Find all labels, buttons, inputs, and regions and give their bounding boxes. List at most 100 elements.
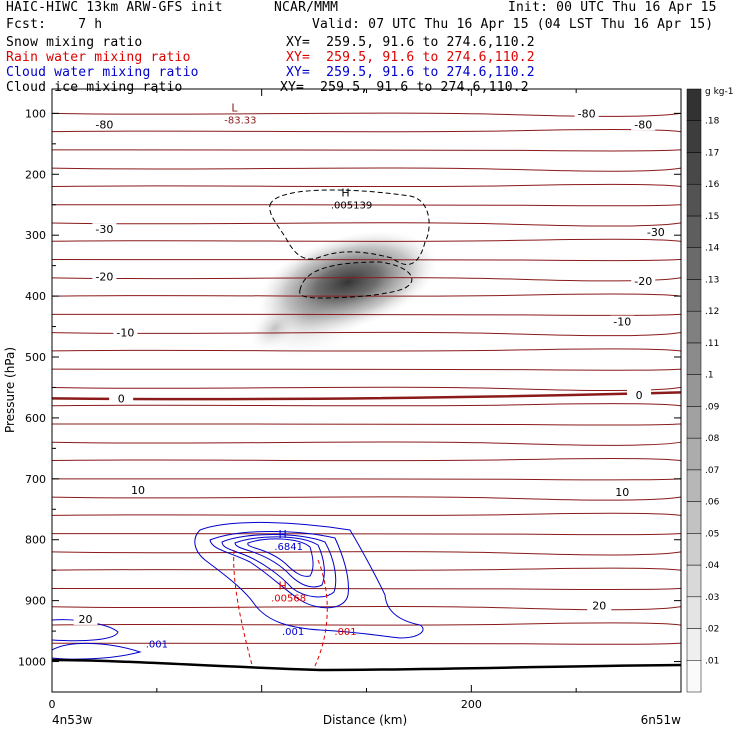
x-tick-label: 0 [49, 698, 56, 711]
extremum-marker: H [278, 528, 286, 541]
extremum-marker: L [231, 101, 238, 114]
colorbar-bin [686, 437, 702, 471]
colorbar-tick-label: .02 [705, 625, 719, 635]
isotherm [52, 348, 681, 352]
isotherm [52, 313, 681, 316]
isotherm [52, 258, 681, 262]
rain-contour-left [233, 549, 253, 666]
extremum-marker: H [341, 187, 349, 200]
isotherm-label-bg [109, 392, 134, 405]
colorbar-bin [686, 310, 702, 344]
colorbar-bin [686, 628, 702, 661]
isotherm [52, 403, 681, 407]
colorbar-tick-label: .08 [705, 434, 720, 444]
y-tick-label: 800 [25, 534, 46, 547]
isotherm-label: -30 [95, 223, 113, 236]
isotherm [52, 567, 681, 571]
colorbar-bin [686, 596, 702, 629]
valid-time: Valid: 07 UTC Thu 16 Apr 15 (04 LST Thu … [312, 17, 714, 32]
isotherm-label-bg [92, 270, 117, 283]
isotherm [52, 533, 681, 536]
colorbar-tick-label: .12 [705, 307, 719, 317]
isotherm-label: -30 [647, 226, 665, 239]
isotherm [52, 167, 681, 172]
colorbar-bin [686, 279, 702, 312]
legend-cloudice-label: Cloud ice mixing ratio [6, 80, 183, 95]
cloud-water-contour-5 [247, 538, 314, 577]
extremum-value: .005139 [331, 201, 372, 212]
contour-label: .001 [334, 627, 356, 638]
cloud-water-contour-2 [209, 531, 349, 609]
isotherm [52, 183, 681, 188]
isotherm-label-bg [587, 599, 612, 612]
isotherm [52, 293, 681, 297]
colorbar-tick-label: .16 [705, 180, 720, 190]
isotherm-label: 20 [592, 600, 606, 613]
cloud-ice-shading-core [258, 231, 438, 333]
colorbar-bin [686, 88, 702, 121]
snow-contour-lower [299, 261, 413, 299]
y-tick-label: 300 [25, 229, 46, 242]
isotherm [52, 423, 681, 426]
colorbar: .01 .02 .03 .04 .05 .06 .07 .08 .09 .1 .11 .12 .13 .1… [686, 88, 720, 693]
institution-label: NCAR/MMM [274, 0, 339, 15]
terrain-line [52, 658, 681, 672]
isotherm-label-bg [610, 486, 635, 499]
y-tick-label: 400 [25, 290, 46, 303]
forecast-hour: Fcst: 7 h [6, 17, 103, 32]
isotherm [52, 642, 681, 645]
extremum-value: .00568 [271, 594, 306, 605]
isotherm-label-bg [631, 118, 656, 131]
legend-rain-xy: XY= 259.5, 91.6 to 274.6,110.2 [286, 50, 535, 65]
colorbar-bin [686, 501, 702, 534]
y-tick-label: 900 [25, 595, 46, 608]
colorbar-tick-label: .03 [705, 593, 719, 603]
cloud-water-contour-3 [221, 534, 337, 598]
colorbar-bin [686, 152, 702, 185]
isotherm [52, 204, 681, 207]
isotherm [52, 222, 681, 227]
isotherm-label-bg [627, 388, 652, 401]
y-tick-label: 700 [25, 473, 46, 486]
colorbar-bin [686, 533, 702, 566]
colorbar-bin [686, 660, 702, 693]
colorbar-bin [686, 342, 702, 375]
isotherm-zero [52, 391, 681, 401]
colorbar-tick-label: .13 [705, 275, 719, 285]
isotherm-label: -10 [116, 327, 134, 340]
cloud-water-contour-1 [194, 521, 424, 639]
isotherm [52, 587, 681, 590]
colorbar-tick-label: .06 [705, 498, 720, 508]
rain-contour-right [313, 559, 328, 669]
cloud-water-contour-low-left-2 [52, 643, 142, 660]
contour-labels: .001 .001 .001 [146, 627, 357, 650]
colorbar-bin [686, 120, 702, 153]
isotherm [52, 368, 681, 371]
colorbar-tick-label: .18 [705, 117, 720, 127]
isotherm [52, 331, 681, 337]
colorbar-tick-label: .01 [705, 656, 719, 666]
colorbar-tick-label: .14 [705, 244, 720, 254]
contour-label: .001 [146, 639, 168, 650]
colorbar-tick-label: .04 [705, 561, 720, 571]
colorbar-tick-label: .05 [705, 529, 719, 539]
isotherm-label-bg [125, 483, 150, 496]
colorbar-bin [686, 247, 702, 280]
isotherm [52, 238, 681, 242]
colorbar-bin [686, 183, 702, 217]
isotherm [52, 129, 681, 133]
y-tick-label: 200 [25, 168, 46, 181]
isotherm-label: -20 [95, 271, 113, 284]
isotherm-label-bg [73, 612, 98, 625]
contour-label: .001 [282, 627, 304, 638]
isotherm [52, 622, 681, 626]
distance-axis: 0 200 [49, 89, 682, 711]
legend-snow-xy: XY= 259.5, 91.6 to 274.6,110.2 [286, 35, 535, 50]
isotherm [52, 478, 681, 481]
temperature-isotherms [52, 112, 681, 645]
isotherm-label: 10 [131, 484, 145, 497]
colorbar-tick-label: .07 [705, 466, 719, 476]
isotherm [52, 496, 681, 501]
isotherm-label-bg [113, 326, 138, 339]
colorbar-tick-label: .17 [705, 148, 719, 158]
